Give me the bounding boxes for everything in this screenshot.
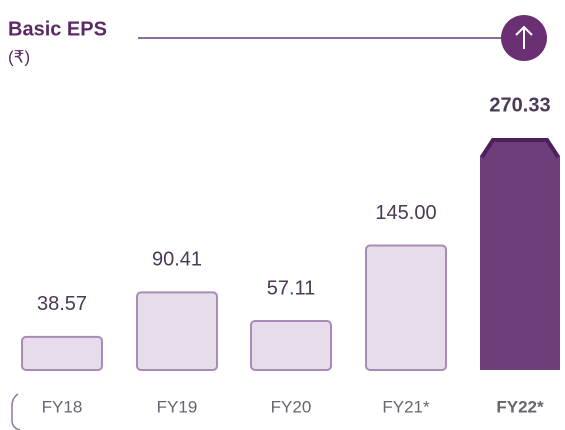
x-tick-label: FY19 xyxy=(157,397,198,416)
value-label: 57.11 xyxy=(267,277,316,299)
trend-arrow xyxy=(515,25,533,49)
value-label: 90.41 xyxy=(152,249,202,271)
x-tick-label: FY22* xyxy=(496,397,544,416)
bar xyxy=(250,319,332,372)
x-tick-label: FY20 xyxy=(271,397,312,416)
value-label: 145.00 xyxy=(375,202,436,224)
bar xyxy=(21,335,103,372)
x-tick-label: FY21* xyxy=(382,397,430,416)
bar xyxy=(136,291,218,372)
value-label: 270.33 xyxy=(489,94,550,116)
bar xyxy=(480,138,560,370)
value-label: 38.57 xyxy=(37,293,87,315)
chart-title: Basic EPS xyxy=(8,18,107,40)
bar-cap xyxy=(480,138,560,159)
chart-subtitle: (₹) xyxy=(8,47,30,66)
bar xyxy=(365,244,447,371)
x-tick-label: FY18 xyxy=(42,397,83,416)
bracket xyxy=(11,393,21,430)
